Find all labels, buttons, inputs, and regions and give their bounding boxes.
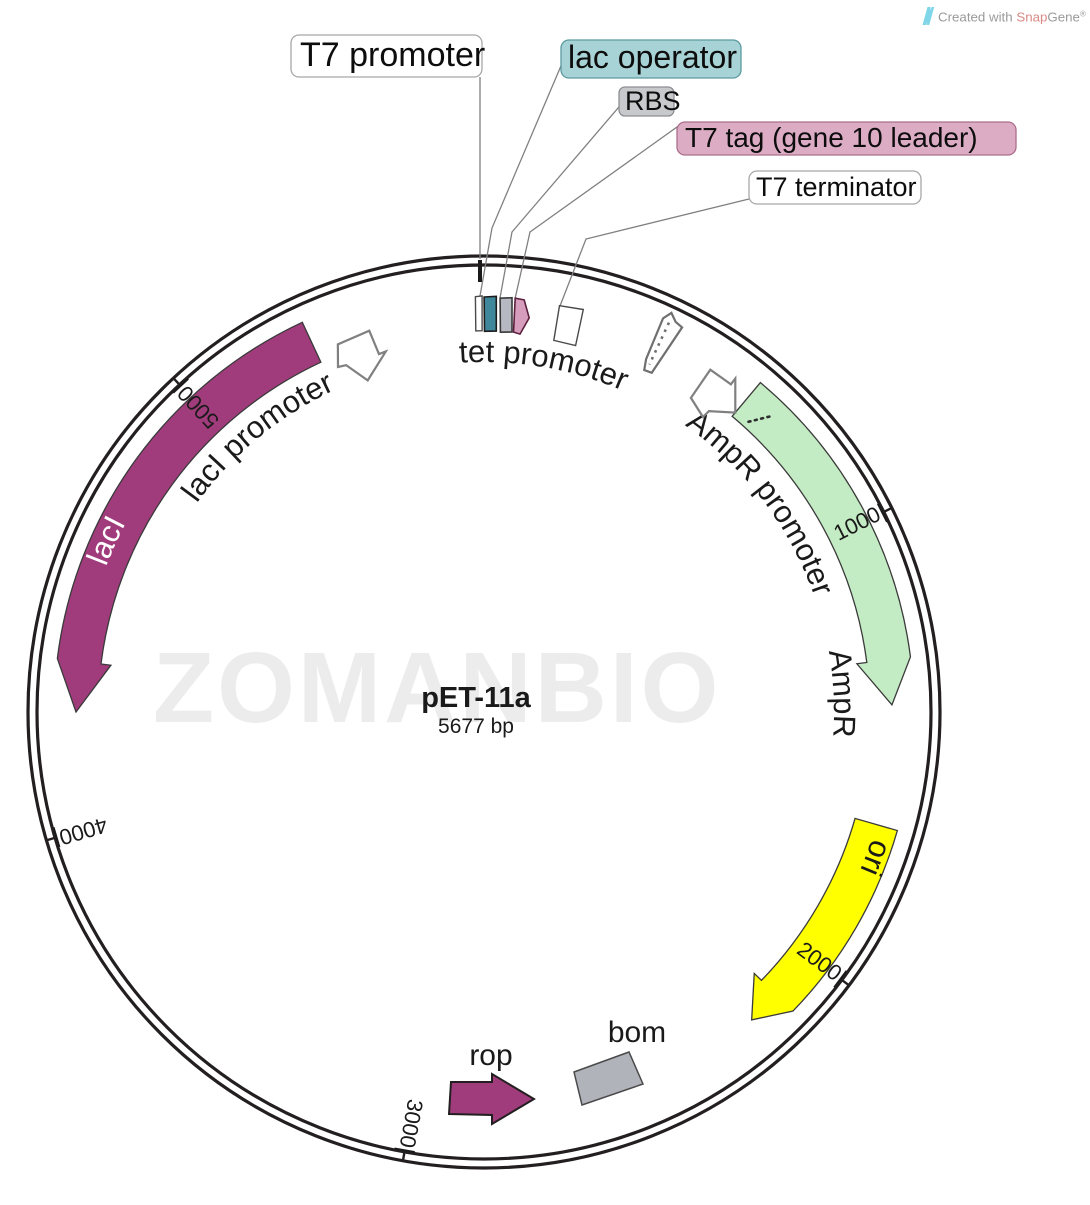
svg-text:pET-11a: pET-11a bbox=[421, 682, 531, 714]
svg-text:T7 tag (gene 10 leader): T7 tag (gene 10 leader) bbox=[685, 122, 978, 153]
svg-text:5677 bp: 5677 bp bbox=[438, 715, 514, 738]
svg-text:RBS: RBS bbox=[625, 86, 681, 116]
svg-text:AmpR: AmpR bbox=[822, 647, 862, 738]
svg-text:rop: rop bbox=[469, 1039, 512, 1072]
svg-text:T7 promoter: T7 promoter bbox=[300, 36, 485, 74]
svg-text:bom: bom bbox=[608, 1016, 666, 1049]
svg-text:lac operator: lac operator bbox=[568, 39, 737, 75]
svg-text:T7 terminator: T7 terminator bbox=[756, 172, 917, 202]
svg-text:Created with SnapGene®: Created with SnapGene® bbox=[938, 10, 1086, 25]
